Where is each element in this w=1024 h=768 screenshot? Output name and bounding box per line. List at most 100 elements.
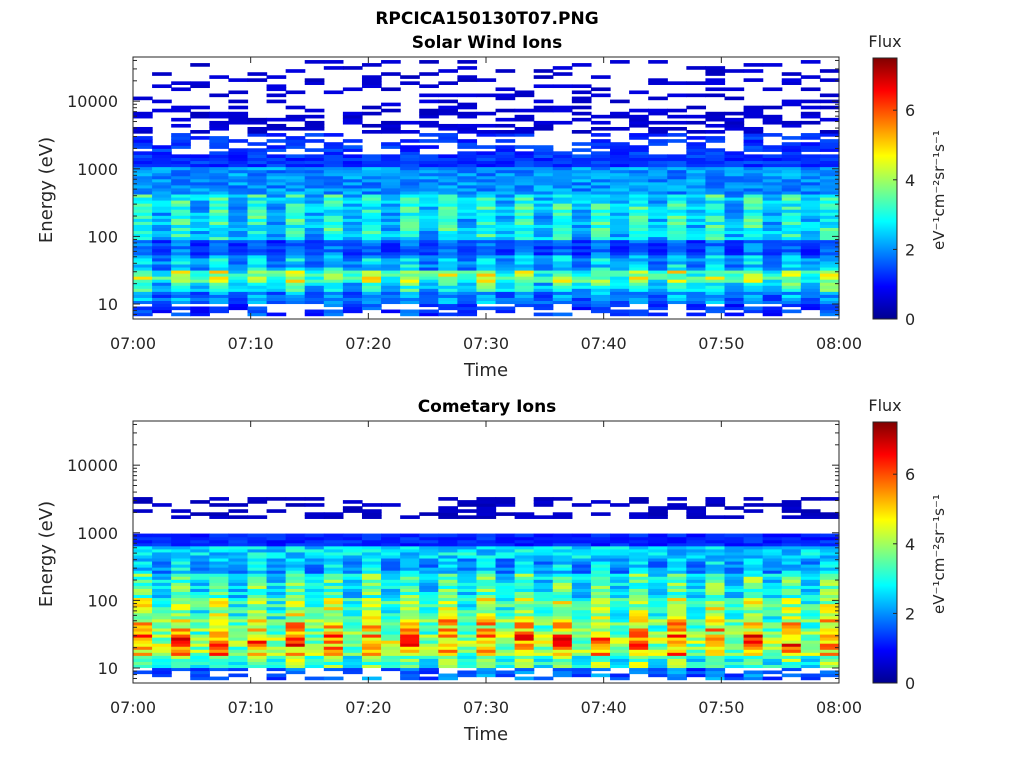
spectrogram-cell	[285, 640, 306, 644]
spectrogram-cell	[228, 618, 249, 623]
spectrogram-cell	[552, 658, 573, 662]
spectrogram-cell	[800, 203, 821, 207]
spectrogram-cell	[266, 203, 287, 207]
spectrogram-cell	[590, 230, 611, 235]
spectrogram-cell	[323, 582, 344, 586]
spectrogram-cell	[457, 105, 478, 110]
spectrogram-cell	[781, 567, 802, 571]
spectrogram-cell	[495, 69, 516, 73]
spectrogram-cell	[361, 111, 382, 116]
spectrogram-cell	[571, 172, 592, 177]
spectrogram-cell	[686, 667, 707, 672]
spectrogram-cell	[629, 184, 649, 189]
spectrogram-cell	[495, 209, 516, 213]
spectrogram-cell	[171, 254, 191, 259]
spectrogram-cell	[304, 560, 325, 565]
spectrogram-cell	[476, 288, 497, 292]
spectrogram-cell	[495, 548, 516, 553]
spectrogram-cell	[724, 291, 745, 295]
spectrogram-cell	[209, 230, 229, 235]
spectrogram-cell	[266, 597, 287, 602]
spectrogram-cell	[514, 621, 535, 626]
spectrogram-cell	[247, 640, 268, 644]
spectrogram-cell	[552, 215, 573, 219]
spectrogram-cell	[400, 166, 420, 171]
spectrogram-cell	[304, 594, 325, 599]
spectrogram-cell	[400, 181, 420, 186]
spectrogram-cell	[476, 630, 497, 635]
spectrogram-cell	[667, 652, 687, 656]
spectrogram-cell	[781, 215, 802, 219]
spectrogram-cell	[514, 175, 535, 180]
spectrogram-cell	[705, 66, 726, 70]
spectrogram-cell	[514, 181, 535, 186]
spectrogram-cell	[190, 221, 210, 225]
spectrogram-cell	[400, 594, 420, 599]
spectrogram-cell	[705, 288, 726, 292]
spectrogram-cell	[209, 114, 229, 119]
spectrogram-cell	[304, 254, 325, 259]
spectrogram-cell	[209, 288, 229, 292]
spectrogram-cell	[228, 573, 249, 577]
spectrogram-cell	[514, 154, 535, 159]
spectrogram-cell	[438, 567, 458, 571]
spectrogram-cell	[514, 291, 535, 295]
spectrogram-cell	[476, 297, 497, 301]
spectrogram-cell	[629, 209, 649, 213]
spectrogram-cell	[133, 309, 153, 314]
spectrogram-cell	[190, 594, 210, 599]
spectrogram-cell	[705, 630, 726, 635]
spectrogram-cell	[152, 288, 172, 292]
spectrogram-cell	[571, 251, 592, 256]
spectrogram-cell	[724, 126, 745, 131]
spectrogram-cell	[705, 239, 726, 244]
spectrogram-cell	[171, 588, 191, 592]
spectrogram-cell	[381, 242, 401, 247]
spectrogram-cell	[667, 248, 687, 253]
spectrogram-cell	[781, 612, 802, 617]
spectrogram-cell	[438, 497, 458, 501]
spectrogram-cell	[686, 640, 707, 644]
spectrogram-cell	[323, 66, 344, 70]
spectrogram-cell	[304, 184, 325, 189]
spectrogram-cell	[724, 242, 745, 247]
spectrogram-cell	[781, 655, 802, 659]
spectrogram-cell	[228, 570, 249, 574]
spectrogram-cell	[438, 212, 458, 216]
spectrogram-cell	[552, 212, 573, 216]
spectrogram-cell	[648, 512, 668, 516]
spectrogram-cell	[419, 618, 439, 623]
spectrogram-cell	[266, 218, 287, 222]
spectrogram-cell	[629, 548, 649, 553]
spectrogram-cell	[667, 257, 687, 262]
spectrogram-cell	[514, 236, 535, 241]
spectrogram-cell	[381, 560, 401, 565]
spectrogram-cell	[819, 212, 840, 216]
spectrogram-cell	[667, 209, 687, 213]
spectrogram-cell	[533, 181, 554, 186]
spectrogram-cell	[266, 257, 287, 262]
spectrogram-cell	[571, 163, 592, 168]
spectrogram-cell	[152, 193, 172, 198]
spectrogram-cell	[342, 139, 363, 143]
spectrogram-cell	[247, 542, 268, 547]
spectrogram-cell	[247, 615, 268, 620]
spectrogram-cell	[304, 163, 325, 168]
spectrogram-cell	[247, 570, 268, 574]
spectrogram-cell	[724, 196, 745, 201]
spectrogram-cell	[381, 257, 401, 262]
spectrogram-cell	[610, 227, 630, 232]
spectrogram-cell	[438, 133, 458, 137]
spectrogram-cell	[590, 75, 611, 79]
spectrogram-cell	[266, 273, 287, 277]
spectrogram-cell	[419, 658, 439, 662]
spectrogram-cell	[381, 643, 401, 647]
spectrogram-cell	[590, 263, 611, 268]
spectrogram-cell	[457, 282, 478, 286]
spectrogram-cell	[648, 160, 668, 165]
spectrogram-cell	[781, 627, 802, 632]
spectrogram-cell	[266, 209, 287, 213]
spectrogram-cell	[819, 230, 840, 235]
spectrogram-cell	[228, 90, 249, 95]
spectrogram-cell	[381, 200, 401, 204]
